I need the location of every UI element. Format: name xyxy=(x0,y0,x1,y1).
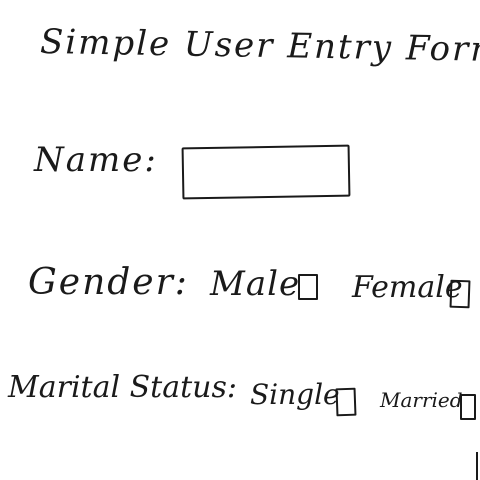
single-checkbox[interactable] xyxy=(335,387,357,417)
gender-label: Gender: xyxy=(28,262,189,303)
male-option-label: Male xyxy=(210,264,301,304)
married-option-label: Married xyxy=(380,388,463,412)
female-checkbox[interactable] xyxy=(449,279,471,309)
form-title: Simple User Entry Form xyxy=(39,21,480,71)
marital-status-label: Marital Status: xyxy=(8,370,237,405)
name-label: Name: xyxy=(34,140,158,180)
single-option-label: Single xyxy=(250,378,340,411)
female-option-label: Female xyxy=(352,270,463,305)
male-checkbox[interactable] xyxy=(298,274,318,300)
name-input[interactable] xyxy=(181,144,351,200)
married-checkbox[interactable] xyxy=(460,394,476,420)
pen-stroke-mark xyxy=(476,452,478,480)
